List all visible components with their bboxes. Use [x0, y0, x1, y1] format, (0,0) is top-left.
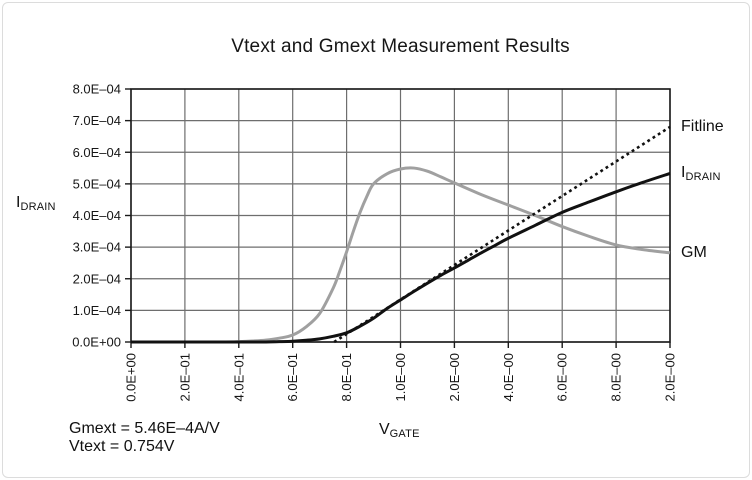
series-label-1: IDRAIN [681, 163, 721, 183]
fitline-series-line [333, 125, 671, 344]
x-axis-label: VGATE [379, 421, 420, 440]
y-axis-label: IDRAIN [16, 194, 56, 213]
idrain-series-line [130, 172, 671, 344]
y-tick-label: 6.0E–04 [73, 145, 121, 160]
chart-title: Vtext and Gmext Measurement Results [231, 36, 570, 57]
extraction-results: Gmext = 5.46E–4A/V Vtext = 0.754V [69, 420, 220, 456]
x-axis-label-main: V [379, 421, 390, 438]
x-tick-label: 0.0E+00 [124, 353, 139, 402]
series-label-idrain-text: I [681, 164, 686, 182]
y-tick-label: 5.0E–04 [73, 176, 121, 191]
x-tick-label: 2.0E–01 [177, 353, 192, 401]
x-tick-label: 6.0E–01 [285, 353, 300, 401]
x-tick-label: 8.0E–00 [609, 353, 624, 401]
y-tick-label: 0.0E+00 [72, 335, 121, 350]
y-axis-label-main: I [16, 194, 21, 211]
x-tick-label: 4.0E–00 [501, 353, 516, 401]
y-tick-label: 7.0E–04 [73, 113, 121, 128]
series-label-fitline-text: Fitline [681, 117, 724, 135]
series-label-idrain-sub: DRAIN [685, 171, 721, 184]
x-tick-label: 6.0E–00 [555, 353, 570, 401]
vtext-value: Vtext = 0.754V [69, 438, 175, 455]
series-label-2: GM [681, 243, 707, 263]
x-tick-label: 2.0E–00 [663, 353, 678, 401]
gmext-value: Gmext = 5.46E–4A/V [69, 420, 220, 437]
y-tick-label: 2.0E–04 [73, 271, 121, 286]
y-axis-label-sub: DRAIN [20, 201, 56, 213]
series-label-gm-text: GM [681, 243, 707, 261]
series-label-0: Fitline [681, 117, 724, 137]
y-tick-label: 8.0E–04 [73, 82, 121, 97]
x-tick-label: 2.0E–00 [447, 353, 462, 401]
gm-series-line [130, 166, 671, 344]
y-tick-label: 1.0E–04 [73, 303, 121, 318]
x-tick-label: 8.0E–01 [339, 353, 354, 401]
x-axis-label-sub: GATE [389, 428, 420, 440]
x-tick-label: 1.0E–00 [393, 353, 408, 401]
x-tick-label: 4.0E–01 [231, 353, 246, 401]
y-tick-label: 3.0E–04 [73, 240, 121, 255]
y-tick-label: 4.0E–04 [73, 208, 121, 223]
